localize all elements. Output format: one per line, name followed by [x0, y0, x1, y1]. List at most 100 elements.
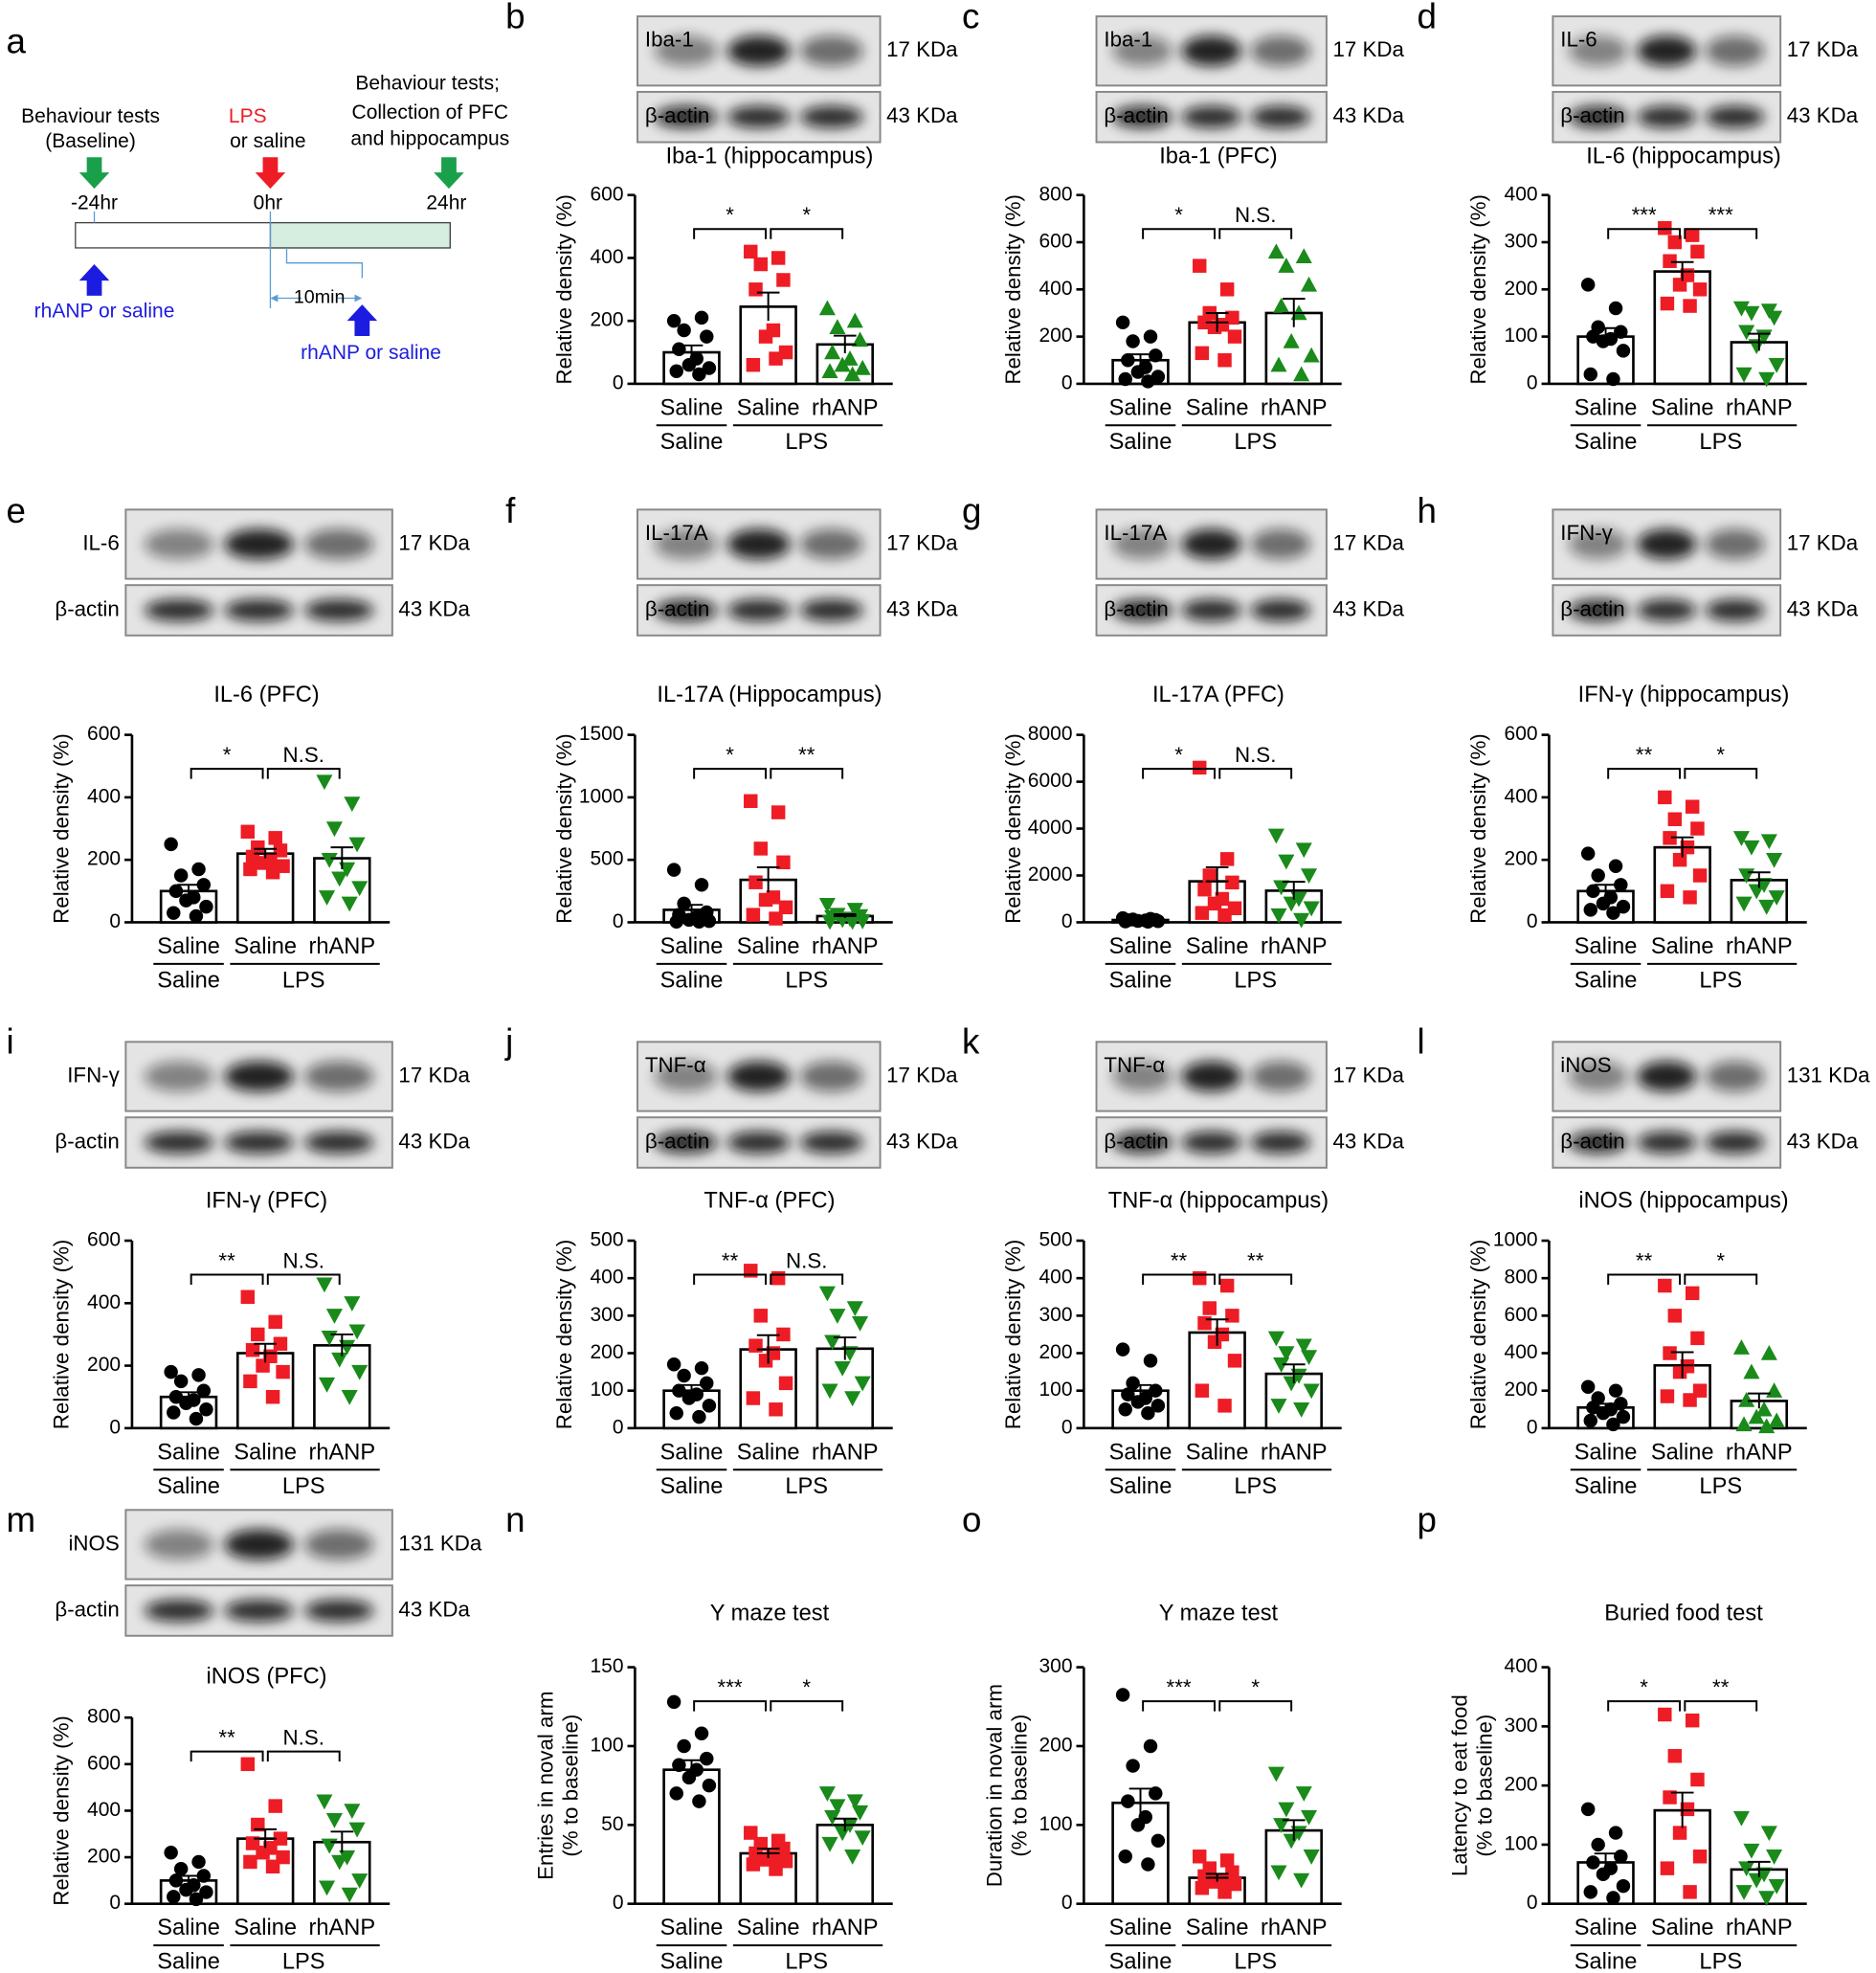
data-point: [1766, 1850, 1783, 1865]
y-tick-label: 0: [1527, 1416, 1538, 1438]
significance-bracket: [1142, 768, 1216, 779]
group-label: LPS: [1699, 1950, 1742, 1973]
significance-label: *: [1251, 1675, 1260, 1699]
y-tick-label: 100: [1505, 1832, 1538, 1854]
timeline-text: or saline: [230, 130, 305, 152]
significance-label: *: [1716, 1248, 1725, 1272]
data-point: [1658, 790, 1672, 805]
data-point: [321, 852, 338, 868]
blot-band: [654, 528, 718, 560]
group-label: LPS: [1699, 968, 1742, 993]
x-tick-label: Saline: [1574, 934, 1638, 959]
data-point: [1303, 1383, 1320, 1400]
data-point: [268, 1314, 282, 1330]
data-point: [344, 1804, 361, 1819]
data-point: [1130, 365, 1146, 379]
data-point: [677, 1738, 691, 1754]
data-point: [1283, 1376, 1300, 1392]
size-label: 43 KDa: [886, 1129, 958, 1153]
data-point: [1735, 1416, 1753, 1432]
significance-label: *: [726, 203, 734, 227]
data-point: [1143, 1354, 1158, 1368]
panel-letter: o: [962, 1500, 981, 1539]
group-label: LPS: [785, 1474, 828, 1499]
significance-bracket: [190, 768, 264, 779]
data-point: [672, 1758, 686, 1772]
blot-band: [799, 528, 863, 560]
significance-label: *: [1174, 203, 1183, 227]
size-label: 131 KDa: [398, 1531, 481, 1555]
data-point: [243, 862, 257, 877]
y-axis-label: Relative density (%): [552, 1240, 576, 1430]
data-point: [1303, 1850, 1320, 1865]
chart-panel: b Iba-1 17 KDa β-actin 43 KDa Iba-1 (hippocam…: [505, 0, 958, 455]
y-axis-label: (% to baseline): [559, 1715, 583, 1857]
data-point: [1295, 1338, 1312, 1355]
significance-bracket: [1684, 1700, 1758, 1712]
size-label: 17 KDa: [1787, 37, 1859, 61]
data-point: [168, 884, 184, 899]
data-point: [1758, 899, 1776, 915]
data-point: [1738, 1391, 1755, 1407]
data-point: [168, 1873, 184, 1888]
arrow: [346, 304, 378, 336]
data-point: [1207, 896, 1222, 911]
data-point: [677, 1368, 691, 1383]
chart-panel: f IL-17A 17 KDa β-actin 43 KDa IL-17A (Hippoc…: [505, 491, 958, 994]
arrow: [255, 157, 286, 190]
data-point: [1130, 1395, 1146, 1409]
y-axis-label: Relative density (%): [50, 1715, 74, 1906]
data-point: [1143, 1738, 1158, 1754]
treatment-label: rhANP or saline: [34, 301, 175, 323]
data-point: [821, 1836, 838, 1852]
significance-label: ***: [1632, 203, 1657, 227]
significance-bracket: [1607, 768, 1682, 779]
y-tick-label: 800: [87, 1706, 121, 1728]
data-point: [1126, 1759, 1140, 1773]
significance-bracket: [770, 1700, 844, 1712]
data-point: [1303, 347, 1320, 363]
data-point: [852, 1805, 869, 1821]
blot-band: [726, 1061, 791, 1092]
blot-band: [726, 528, 791, 560]
size-label: 43 KDa: [1787, 103, 1859, 127]
chart-title: Buried food test: [1604, 1602, 1763, 1626]
data-point: [1267, 243, 1284, 259]
blot-band: [1705, 1061, 1765, 1092]
time-label: -24hr: [71, 191, 118, 213]
data-point: [1667, 235, 1683, 250]
data-point: [844, 1391, 861, 1407]
y-tick-label: 100: [1038, 1379, 1072, 1401]
size-label: 43 KDa: [886, 596, 958, 620]
x-tick-label: rhANP: [812, 395, 879, 420]
data-point: [1685, 1713, 1700, 1728]
chart-title: IFN-γ (PFC): [206, 1189, 327, 1214]
data-point: [1683, 890, 1697, 905]
data-point: [702, 913, 717, 929]
blot-band: [1250, 35, 1311, 67]
y-tick-label: 50: [601, 1813, 623, 1835]
data-point: [1685, 1286, 1700, 1301]
blot-band: [144, 598, 214, 622]
data-point: [1766, 852, 1783, 868]
chart-title: Iba-1 (PFC): [1159, 145, 1277, 169]
data-point: [753, 257, 768, 272]
data-point: [700, 1751, 714, 1766]
x-tick-label: rhANP: [1726, 934, 1793, 959]
significance-bracket: [1218, 228, 1293, 239]
blot-band: [1705, 528, 1765, 560]
x-tick-label: Saline: [1186, 1916, 1249, 1940]
data-point: [778, 1376, 793, 1391]
x-tick-label: rhANP: [812, 1440, 879, 1465]
data-point: [251, 1327, 265, 1342]
size-label: 131 KDa: [1787, 1063, 1870, 1087]
chart-panel: m iNOS 131 KDa β-actin 43 KDa iNOS (PFC) Relat…: [7, 1500, 482, 1973]
data-point: [1660, 1389, 1675, 1403]
data-point: [1219, 1853, 1235, 1868]
data-point: [1195, 906, 1210, 920]
size-label: 43 KDa: [398, 596, 470, 620]
data-point: [1303, 901, 1320, 917]
significance-label: N.S.: [283, 1248, 324, 1272]
data-point: [1690, 1772, 1705, 1787]
protein-label: β-actin: [645, 1129, 709, 1153]
